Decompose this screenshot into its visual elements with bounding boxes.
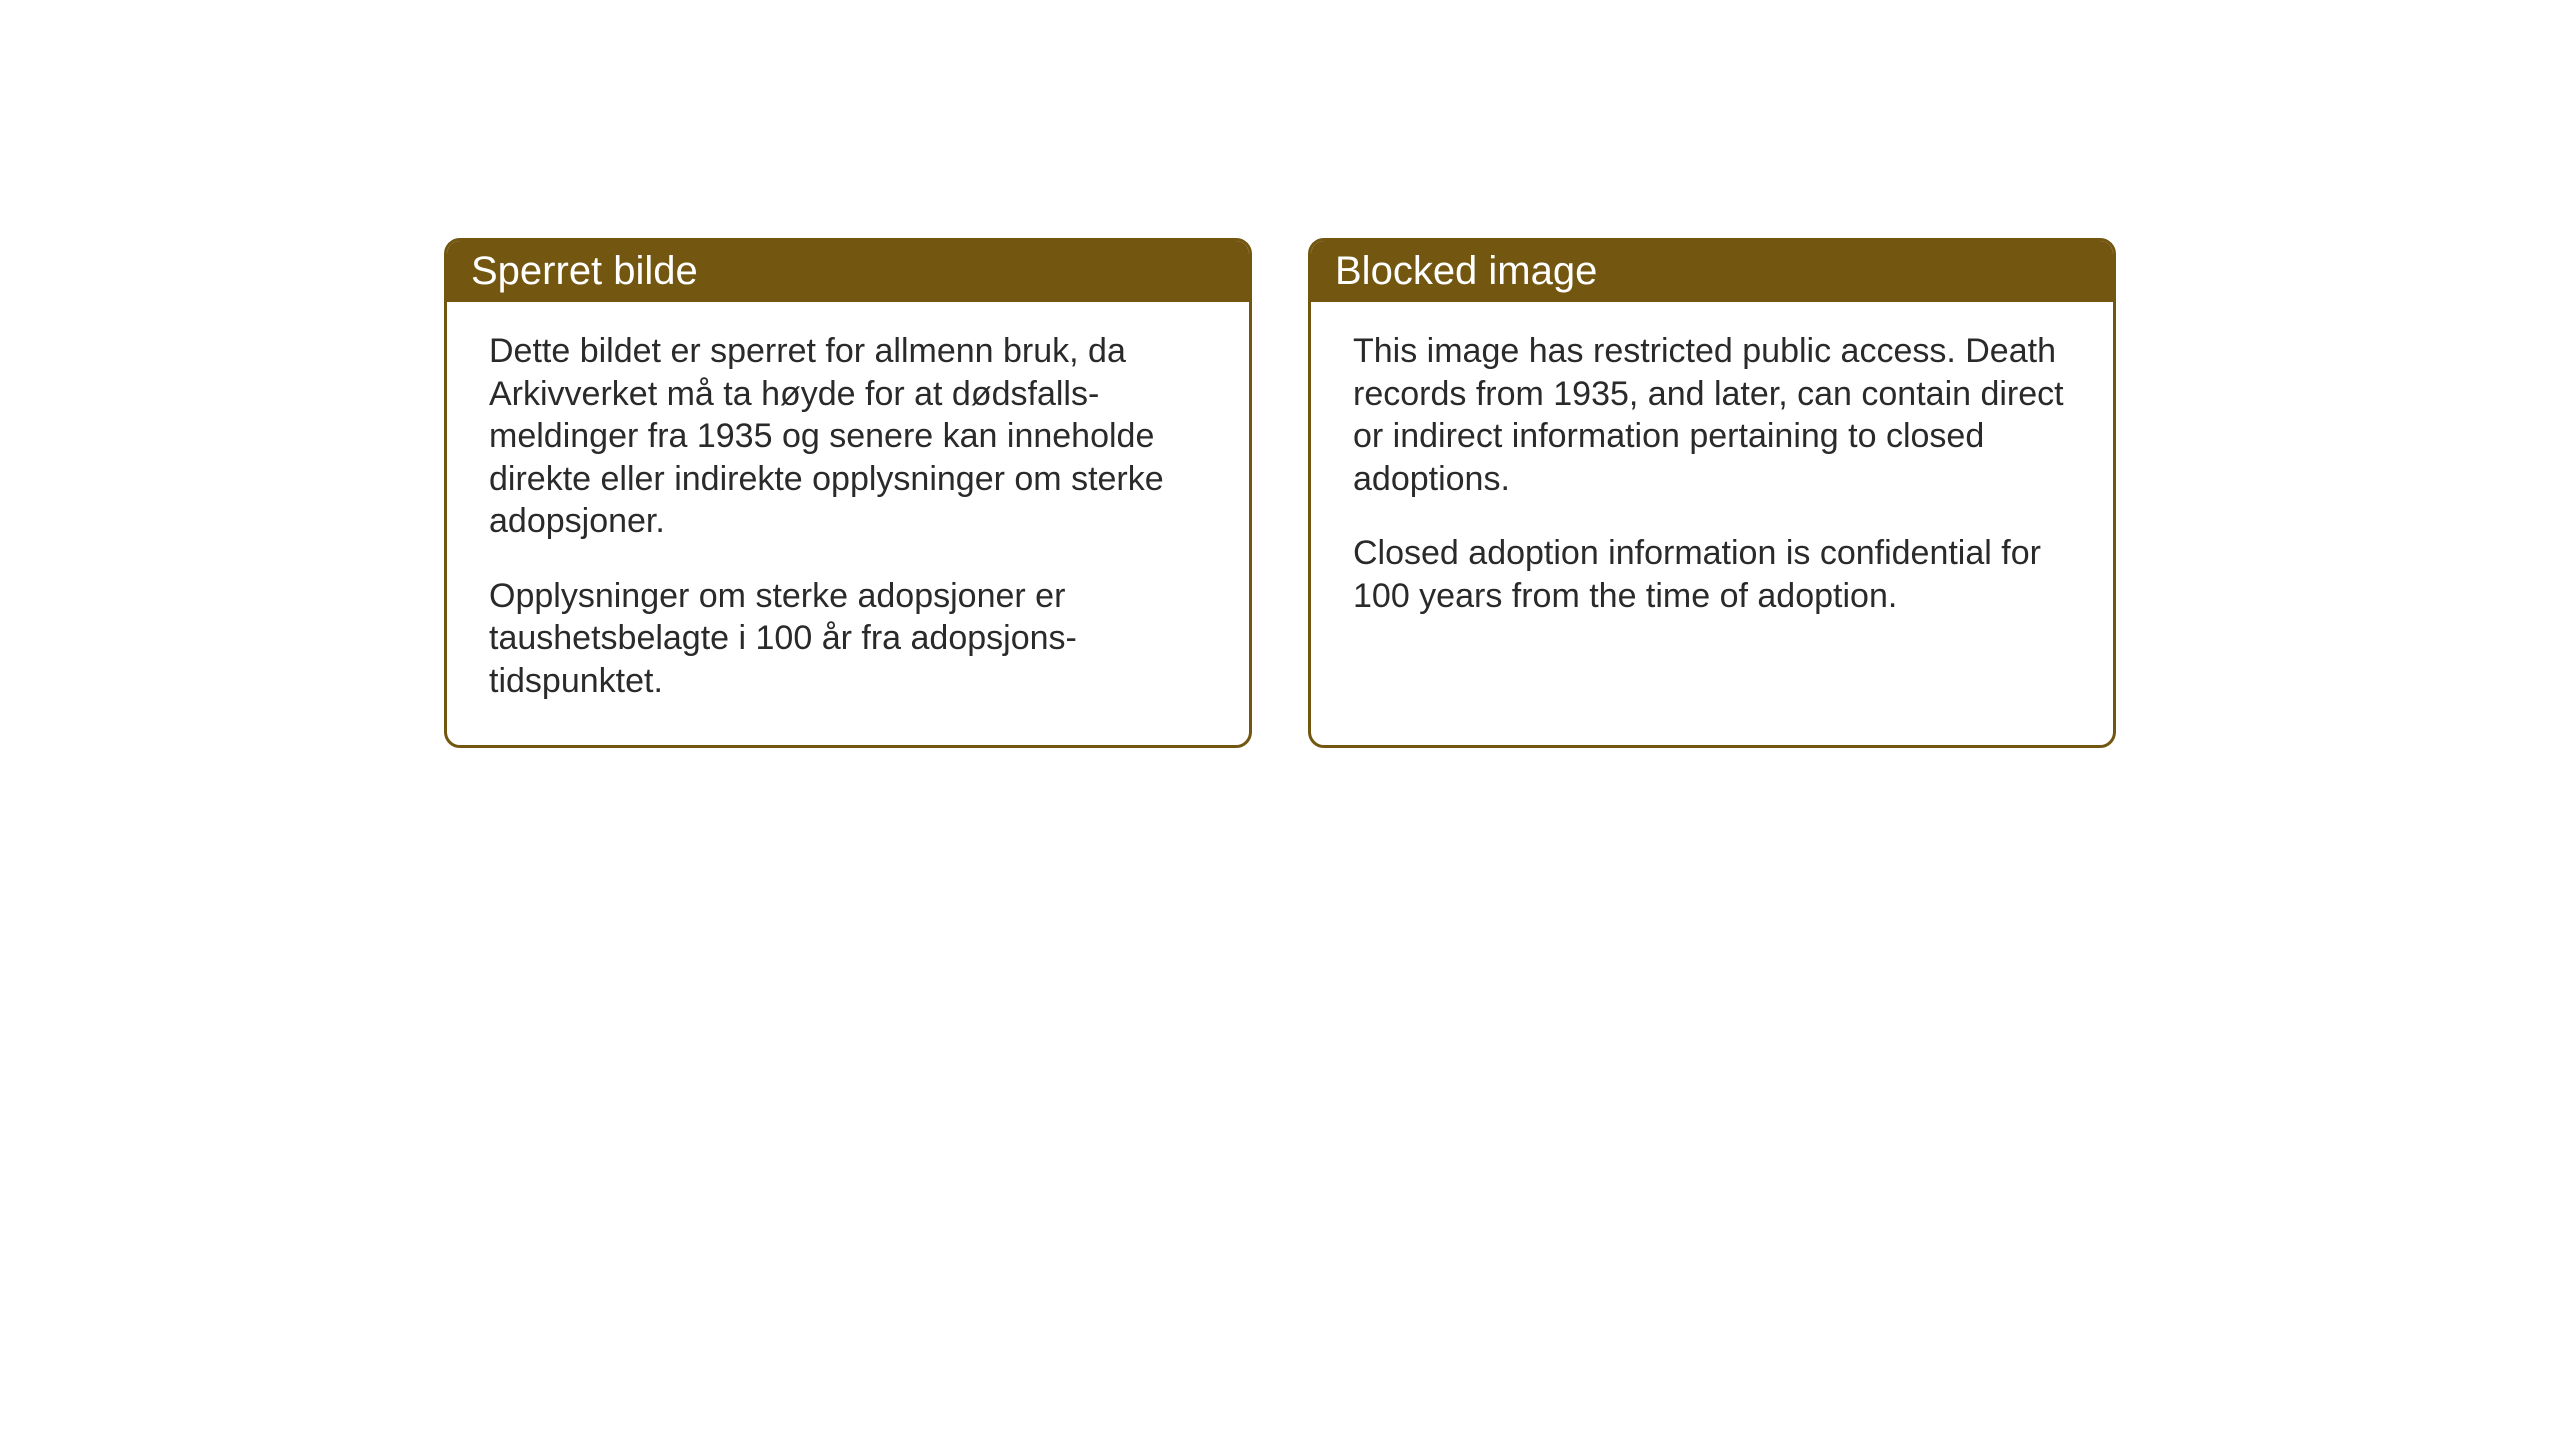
card-norwegian: Sperret bilde Dette bildet er sperret fo… xyxy=(444,238,1252,748)
cards-container: Sperret bilde Dette bildet er sperret fo… xyxy=(444,238,2116,748)
card-english-paragraph-2: Closed adoption information is confident… xyxy=(1353,532,2071,617)
card-english-body: This image has restricted public access.… xyxy=(1311,302,2113,653)
card-norwegian-paragraph-2: Opplysninger om sterke adopsjoner er tau… xyxy=(489,575,1207,703)
card-norwegian-body: Dette bildet er sperret for allmenn bruk… xyxy=(447,302,1249,738)
card-norwegian-header: Sperret bilde xyxy=(447,241,1249,302)
card-english-header: Blocked image xyxy=(1311,241,2113,302)
card-english-paragraph-1: This image has restricted public access.… xyxy=(1353,330,2071,500)
card-norwegian-paragraph-1: Dette bildet er sperret for allmenn bruk… xyxy=(489,330,1207,543)
card-english-title: Blocked image xyxy=(1335,249,1597,293)
card-norwegian-title: Sperret bilde xyxy=(471,249,698,293)
card-english: Blocked image This image has restricted … xyxy=(1308,238,2116,748)
